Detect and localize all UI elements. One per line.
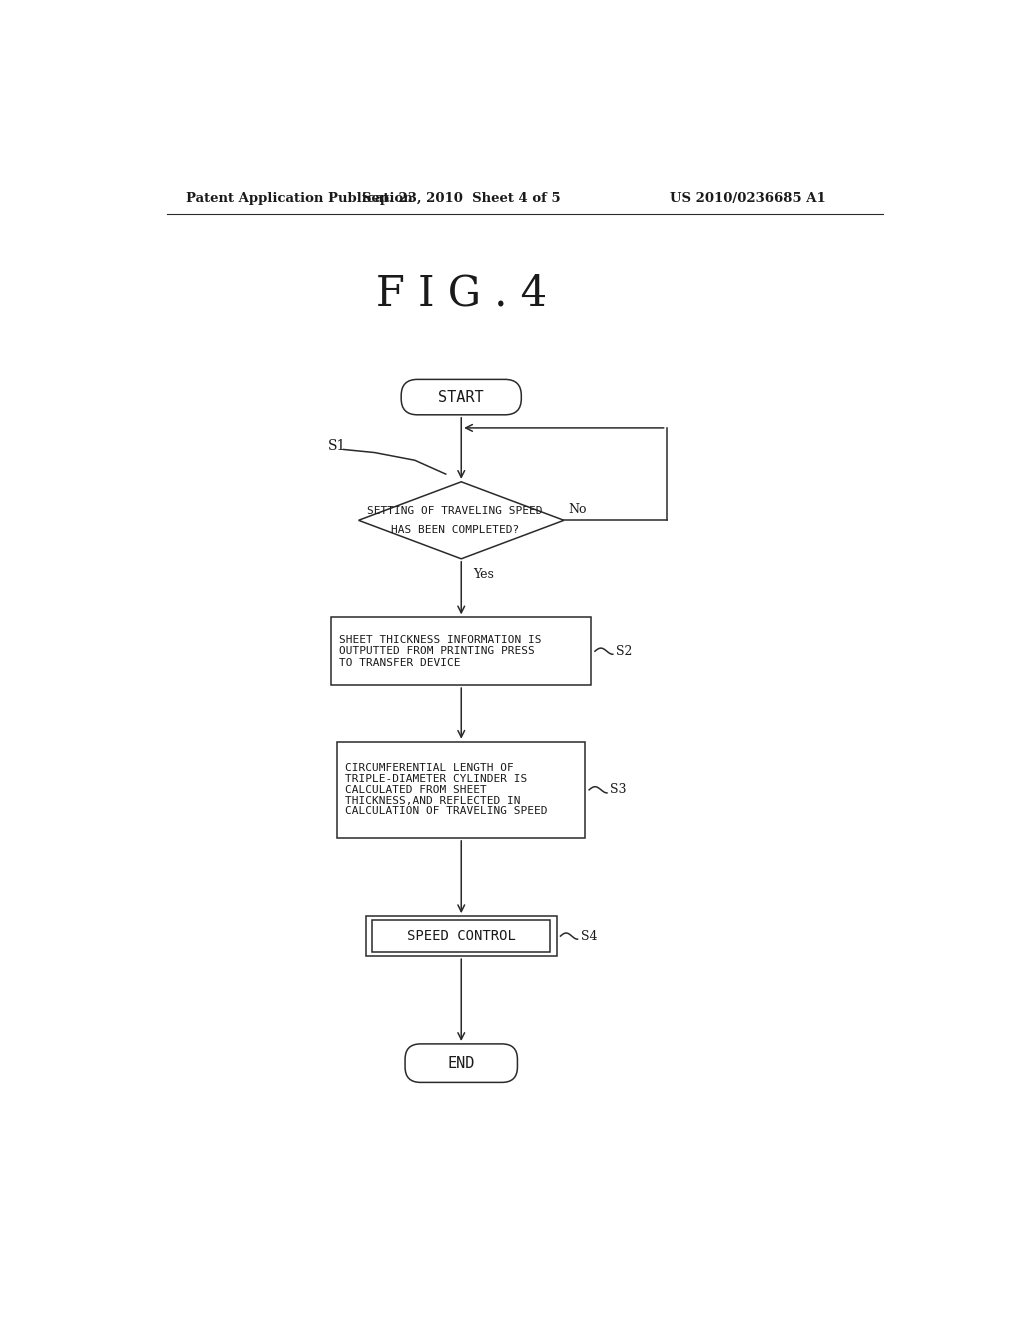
Text: SHEET THICKNESS INFORMATION IS: SHEET THICKNESS INFORMATION IS xyxy=(339,635,542,644)
FancyBboxPatch shape xyxy=(372,920,550,952)
Text: HAS BEEN COMPLETED?: HAS BEEN COMPLETED? xyxy=(391,524,519,535)
FancyBboxPatch shape xyxy=(401,379,521,414)
Text: START: START xyxy=(438,389,484,405)
Text: CALCULATED FROM SHEET: CALCULATED FROM SHEET xyxy=(345,785,486,795)
Text: SPEED CONTROL: SPEED CONTROL xyxy=(407,929,516,942)
FancyBboxPatch shape xyxy=(366,916,557,956)
Text: Yes: Yes xyxy=(473,568,494,581)
Text: CALCULATION OF TRAVELING SPEED: CALCULATION OF TRAVELING SPEED xyxy=(345,807,548,816)
FancyBboxPatch shape xyxy=(332,618,591,685)
FancyBboxPatch shape xyxy=(406,1044,517,1082)
Text: F I G . 4: F I G . 4 xyxy=(376,272,547,314)
Text: S1: S1 xyxy=(328,438,346,453)
Text: S2: S2 xyxy=(615,644,632,657)
Text: TO TRANSFER DEVICE: TO TRANSFER DEVICE xyxy=(339,657,461,668)
Text: CIRCUMFERENTIAL LENGTH OF: CIRCUMFERENTIAL LENGTH OF xyxy=(345,763,514,774)
Text: Sep. 23, 2010  Sheet 4 of 5: Sep. 23, 2010 Sheet 4 of 5 xyxy=(361,191,560,205)
Text: No: No xyxy=(568,503,587,516)
Text: US 2010/0236685 A1: US 2010/0236685 A1 xyxy=(671,191,826,205)
Text: Patent Application Publication: Patent Application Publication xyxy=(186,191,413,205)
Text: END: END xyxy=(447,1056,475,1071)
Text: THICKNESS,AND REFLECTED IN: THICKNESS,AND REFLECTED IN xyxy=(345,796,520,805)
Text: TRIPLE-DIAMETER CYLINDER IS: TRIPLE-DIAMETER CYLINDER IS xyxy=(345,774,527,784)
Text: S3: S3 xyxy=(610,783,627,796)
Text: S4: S4 xyxy=(581,929,597,942)
Polygon shape xyxy=(358,482,564,558)
Text: OUTPUTTED FROM PRINTING PRESS: OUTPUTTED FROM PRINTING PRESS xyxy=(339,647,535,656)
FancyBboxPatch shape xyxy=(337,742,586,838)
Text: SETTING OF TRAVELING SPEED: SETTING OF TRAVELING SPEED xyxy=(368,506,543,516)
